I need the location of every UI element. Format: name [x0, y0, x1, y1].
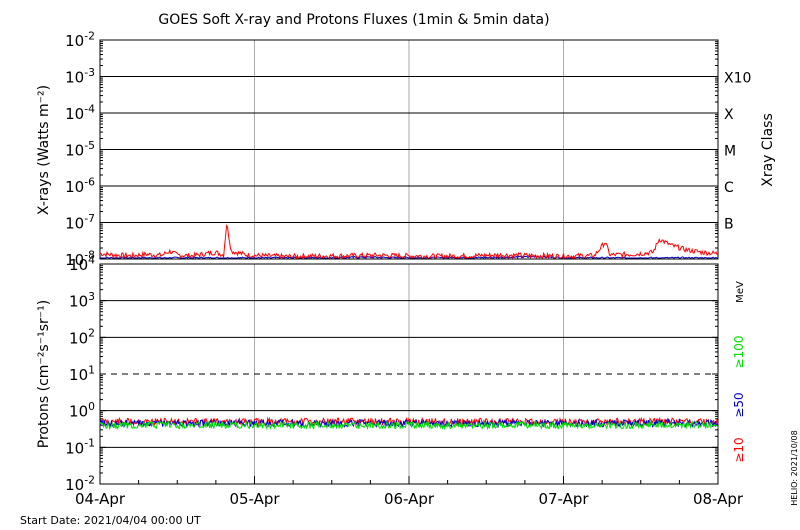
xray-class-axis-title: Xray Class	[760, 113, 776, 187]
xray-y-tick-label: 10-6	[65, 175, 95, 196]
xray-y-tick-label: 10-3	[65, 66, 95, 87]
proton-y-tick-label: 10-2	[65, 473, 95, 494]
xray-class-label: B	[724, 217, 734, 233]
xray-class-label: X	[724, 107, 734, 123]
start-date-label: Start Date: 2021/04/04 00:00 UT	[20, 514, 201, 527]
proton-series-line	[99, 420, 719, 431]
x-tick-label: 07-Apr	[538, 490, 589, 508]
xray-y-tick-label: 10-4	[65, 102, 95, 123]
proton-y-tick-label: 103	[69, 290, 95, 311]
chart-title: GOES Soft X-ray and Protons Fluxes (1min…	[158, 12, 549, 28]
proton-y-tick-label: 104	[69, 253, 95, 274]
proton-channel-label: ≥10	[732, 437, 746, 462]
proton-channel-label: ≥100	[732, 336, 746, 369]
proton-channel-label: ≥50	[732, 392, 746, 417]
xray-class-label: C	[724, 180, 734, 196]
xray-panel: 10-8 10-7 10-6 10-5 10-4 10-3 10-2 B C M X X10 Xray …	[36, 29, 776, 269]
x-tick-label: 04-Apr	[75, 490, 126, 508]
xray-y-axis-title: X-rays (Watts m⁻²)	[36, 85, 52, 215]
x-tick-label: 06-Apr	[384, 490, 435, 508]
proton-y-tick-label: 10-1	[65, 437, 95, 458]
xray-series-red-line	[99, 223, 719, 260]
helio-credit: HELIO: 2021/10/08	[790, 430, 799, 505]
xray-y-tick-label: 10-5	[65, 139, 95, 160]
proton-y-tick-label: 102	[69, 327, 95, 348]
xray-y-tick-label: 10-8	[65, 248, 95, 269]
proton-y-tick-label: 101	[69, 363, 95, 384]
x-tick-label: 08-Apr	[693, 490, 744, 508]
xray-y-tick-label: 10-2	[65, 29, 95, 50]
xray-series-blue-line	[99, 255, 718, 259]
xray-class-label: X10	[724, 71, 751, 87]
proton-panel: 10-2 10-1 100 101 102 103 104 ≥10 ≥50 ≥100 MeV Prot…	[36, 253, 746, 508]
xray-class-label: M	[724, 144, 736, 160]
proton-y-tick-label: 100	[69, 400, 95, 421]
xray-y-tick-label: 10-7	[65, 212, 95, 233]
xray-frame	[99, 39, 719, 260]
proton-unit-label: MeV	[735, 281, 746, 303]
proton-y-axis-title: Protons (cm⁻²s⁻¹sr⁻¹)	[36, 300, 52, 449]
x-tick-label: 05-Apr	[229, 490, 280, 508]
